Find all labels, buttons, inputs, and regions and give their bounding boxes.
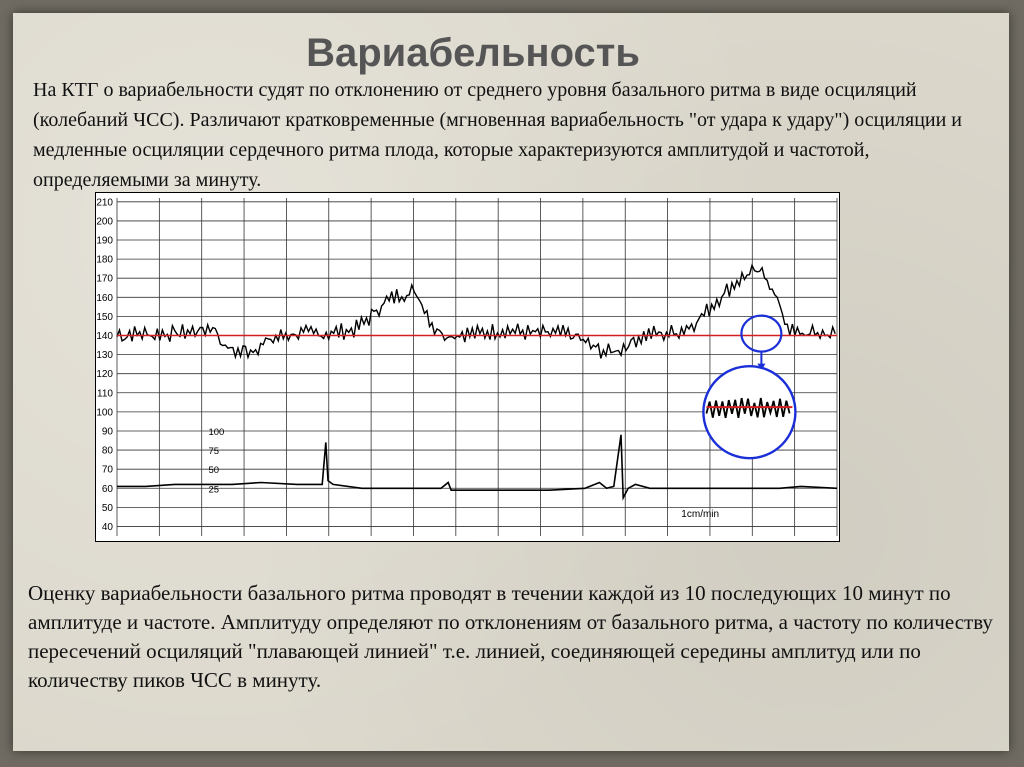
y-tick-label: 170: [96, 274, 113, 285]
y-tick-label: 200: [96, 216, 113, 227]
y-tick-label: 50: [102, 503, 114, 514]
y-tick-label: 80: [102, 446, 114, 457]
slide-title: Вариабельность: [306, 31, 640, 75]
y-tick-label: 190: [96, 236, 113, 247]
y-tick-label: 100: [96, 407, 113, 418]
assessment-paragraph: Оценку вариабельности базального ритма п…: [28, 581, 993, 692]
y-tick-label: 140: [96, 331, 113, 342]
uterine-scale-label: 50: [208, 465, 219, 476]
uterine-scale-label: 25: [208, 484, 219, 495]
y-tick-label: 160: [96, 293, 113, 304]
y-tick-label: 40: [102, 522, 114, 533]
y-tick-label: 60: [102, 484, 114, 495]
uterine-scale-label: 75: [208, 446, 219, 457]
uterine-scale-label: 100: [208, 427, 224, 438]
fhr-trace: [116, 263, 836, 360]
y-tick-label: 70: [102, 465, 114, 476]
ctg-chart: 210 200 190 180 170 160 150 140 130 120 110 100 90 80…: [95, 192, 840, 542]
y-tick-label: 110: [97, 388, 113, 399]
highlight-circle-large: [702, 364, 797, 460]
y-tick-label: 180: [96, 255, 113, 266]
intro-paragraph: На КТГ о вариабельности судят по отклоне…: [33, 79, 963, 191]
y-tick-label: 130: [96, 350, 113, 361]
highlight-circle-small: [740, 314, 783, 353]
y-tick-label: 210: [96, 197, 113, 208]
y-tick-label: 150: [96, 312, 113, 323]
chart-frame: [95, 192, 840, 542]
speed-label: 1cm/min: [681, 509, 719, 520]
uterine-trace: [117, 434, 838, 501]
y-tick-label: 120: [96, 369, 113, 380]
y-tick-label: 90: [102, 426, 114, 437]
magnified-trace: [705, 397, 791, 419]
